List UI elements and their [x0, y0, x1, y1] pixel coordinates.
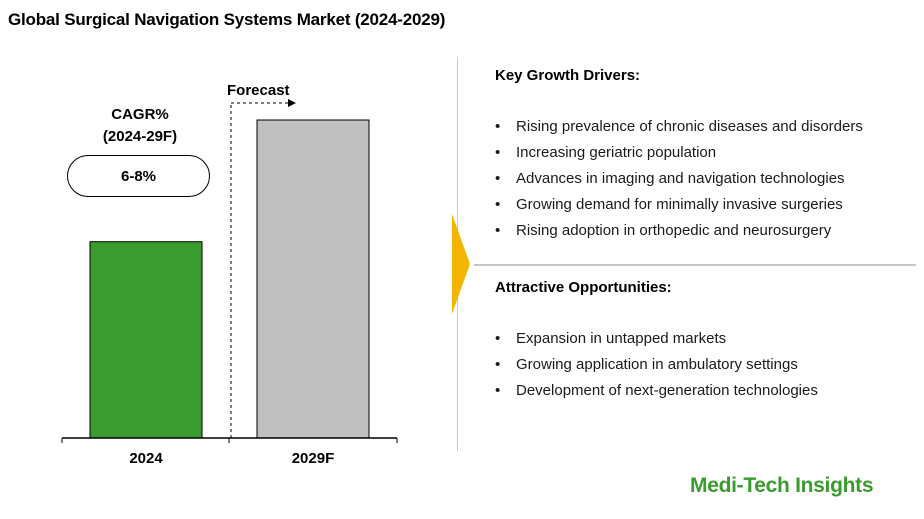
cagr-label: CAGR% (2024-29F) [80, 104, 200, 148]
x-tick-label-2024: 2024 [129, 450, 163, 467]
brand-logo: Medi-Tech Insights [690, 474, 874, 497]
list-item: Advances in imaging and navigation techn… [495, 166, 863, 192]
bar-2029f [256, 119, 370, 439]
list-item: Development of next-generation technolog… [495, 378, 818, 404]
bar-2024 [89, 241, 203, 439]
cagr-label-line1: CAGR% [111, 106, 169, 123]
list-item: Expansion in untapped markets [495, 326, 818, 352]
page-title: Global Surgical Navigation Systems Marke… [8, 10, 446, 29]
forecast-arrow-head [288, 99, 296, 107]
cagr-value-pill: 6-8% [67, 155, 210, 197]
cagr-value: 6-8% [120, 167, 157, 185]
forecast-label: Forecast [227, 82, 290, 99]
list-item: Increasing geriatric population [495, 140, 863, 166]
list-item: Rising prevalence of chronic diseases an… [495, 114, 863, 140]
list-item: Growing demand for minimally invasive su… [495, 192, 863, 218]
attractive-opportunities-heading: Attractive Opportunities: [495, 279, 672, 296]
list-item: Rising adoption in orthopedic and neuros… [495, 218, 863, 244]
list-item: Growing application in ambulatory settin… [495, 352, 818, 378]
key-growth-drivers-heading: Key Growth Drivers: [495, 67, 641, 84]
bar-chart [61, 99, 398, 443]
x-tick-label-2029f: 2029F [291, 450, 335, 467]
key-growth-drivers-list: Rising prevalence of chronic diseases an… [495, 114, 863, 244]
cagr-label-line2: (2024-29F) [102, 128, 178, 145]
horizontal-divider [474, 264, 916, 266]
attractive-opportunities-list: Expansion in untapped markets Growing ap… [495, 326, 818, 404]
chevron-right-icon [452, 214, 470, 314]
